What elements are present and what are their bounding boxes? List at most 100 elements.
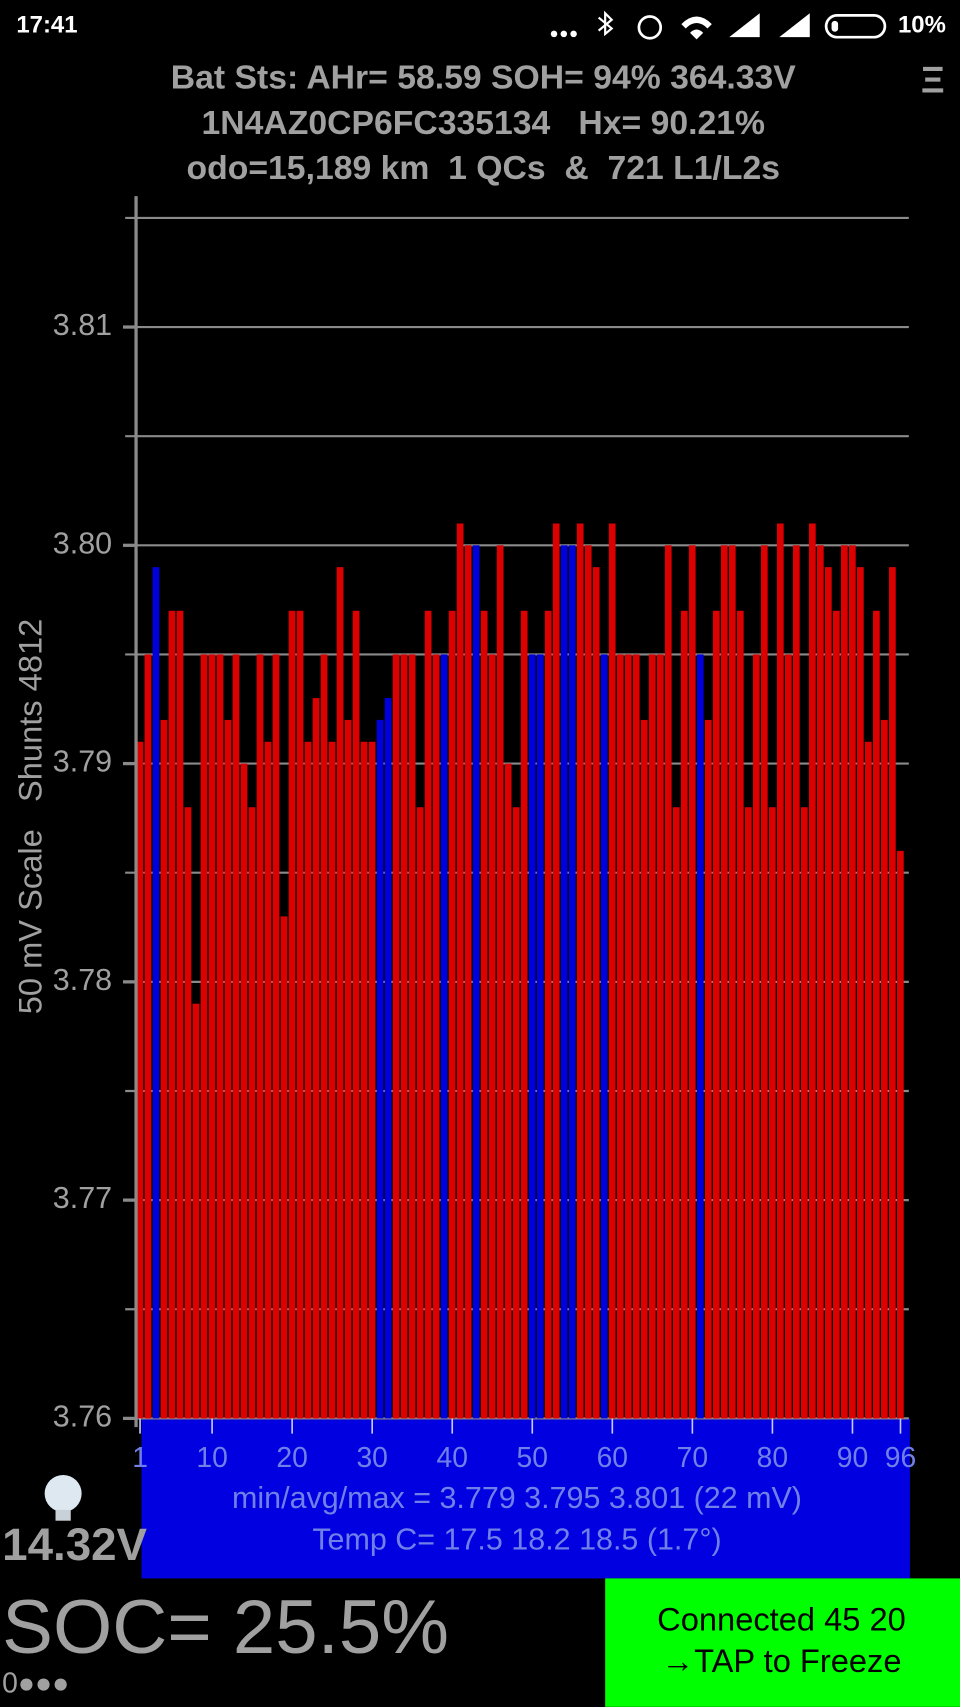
bar [304,741,312,1419]
bar [680,610,688,1419]
y-tick-label: 3.81 [53,308,112,342]
bar [696,654,704,1419]
bar [656,654,664,1419]
bar [424,610,432,1419]
annotation: Temp C= 17.5 18.2 18.5 (1.7°) [312,1522,721,1556]
bar [472,545,480,1419]
bar [640,719,648,1419]
x-tick-label: 10 [196,1441,227,1473]
bar [840,545,848,1419]
bar [528,654,536,1419]
bar [448,610,456,1419]
bulb-icon [44,1474,82,1521]
soc: SOC= 25.5% [2,1585,449,1670]
bar [320,654,328,1419]
bar [464,545,472,1419]
status-battery: 10% [898,12,946,39]
bar [849,545,856,1419]
bar [688,545,696,1419]
bar [552,523,560,1419]
bar [208,654,216,1419]
x-tick-label: 90 [837,1441,868,1473]
bar [480,610,488,1419]
bar [800,807,808,1419]
bar [288,610,296,1419]
bar [296,610,304,1419]
button-text[interactable]: Connected 45 20 [657,1601,906,1638]
bar [592,567,600,1419]
bar [576,523,584,1419]
bar [865,741,872,1419]
bar [368,741,376,1419]
bar [264,741,272,1419]
bar [216,654,224,1419]
bar [488,654,496,1419]
x-axis-band [141,1418,910,1579]
bar [600,654,608,1419]
bar [272,654,280,1419]
bar [752,654,760,1419]
header-line: 1N4AZ0CP6FC335134 Hx= 90.21% [202,104,766,142]
bar [889,567,896,1419]
bar [832,610,840,1419]
x-tick-label: 96 [885,1441,916,1473]
status-time: 17:41 [16,12,77,39]
x-tick-label: 50 [517,1441,548,1473]
bar [736,610,744,1419]
bar [897,850,904,1419]
bar [704,719,712,1419]
bar [240,763,248,1419]
bar [224,719,232,1419]
bar [152,567,160,1419]
bar [520,610,528,1419]
bar [160,719,168,1419]
bar [648,654,656,1419]
bar [352,610,360,1419]
bar [672,807,680,1419]
bar [768,807,776,1419]
button-background[interactable] [605,1578,960,1707]
bar [456,523,464,1419]
bar [616,654,624,1419]
bar [200,654,208,1419]
x-tick-label: 40 [436,1441,467,1473]
x-tick-label: 30 [356,1441,387,1473]
bar [720,545,728,1419]
x-tick-label: 80 [757,1441,788,1473]
x-tick-label: 1 [132,1441,148,1473]
plot: 3.76 3.77 3.78 3.79 3.80 3.81 1 10 20 30 40 50 60 70 8… [53,196,916,1579]
y-tick-label: 3.78 [53,963,112,997]
freeze-button[interactable]: Connected 45 20 →TAP to Freeze [605,1578,960,1707]
bar [873,610,880,1419]
bar [881,719,888,1419]
bar [776,523,784,1419]
bar [432,654,440,1419]
bar [784,654,792,1419]
y-tick-label: 3.79 [53,745,112,779]
bar [544,610,552,1419]
y-tick-label: 3.80 [53,526,112,560]
bar [496,545,504,1419]
bar [312,698,320,1419]
bar [136,741,144,1419]
menu-button[interactable]: Ξ [921,60,945,101]
x-tick-label: 60 [597,1441,628,1473]
bar [792,545,800,1419]
bar [816,545,824,1419]
bar [168,610,176,1419]
bar [664,545,672,1419]
bar [728,545,736,1419]
bar [608,523,616,1419]
bar [712,610,720,1419]
y-tick-label: 3.77 [53,1181,112,1215]
bar [568,545,576,1419]
bar [824,567,832,1419]
button-text[interactable]: →TAP to Freeze [661,1642,901,1679]
bar [857,567,864,1419]
bar [184,807,192,1419]
bar [536,654,544,1419]
bar [808,523,816,1419]
bar [328,741,336,1419]
header-line: odo=15,189 km 1 QCs & 721 L1/L2s [187,149,780,187]
header-line: Bat Sts: AHr= 58.59 SOH= 94% 364.33V [171,59,797,97]
